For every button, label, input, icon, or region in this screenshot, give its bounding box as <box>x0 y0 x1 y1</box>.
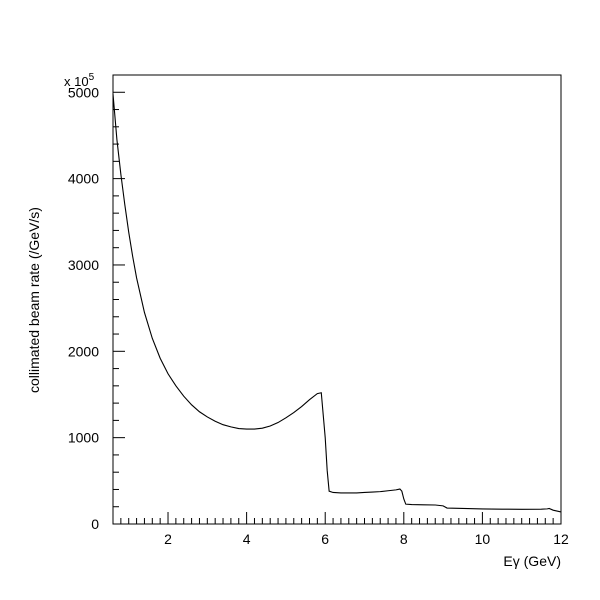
x-tick-label: 4 <box>243 531 251 547</box>
x-tick-label: 2 <box>164 531 172 547</box>
x-axis-ticks <box>112 512 562 524</box>
plot-frame <box>112 74 562 525</box>
x-tick-label: 10 <box>475 531 491 547</box>
series-line <box>112 93 562 513</box>
y-axis-ticks <box>113 74 125 525</box>
y-axis-multiplier: x 105 <box>64 72 95 89</box>
y-axis-multiplier-exponent: 5 <box>89 72 95 83</box>
x-axis-title: Eγ (GeV) <box>503 553 561 569</box>
y-axis-tick-labels: 0 1000 2000 3000 4000 5000 <box>68 84 99 532</box>
y-axis-title: collimated beam rate (/GeV/s) <box>26 207 42 393</box>
x-tick-label: 8 <box>400 531 408 547</box>
y-tick-label: 4000 <box>68 171 99 187</box>
y-tick-label: 2000 <box>68 343 99 359</box>
x-tick-label: 6 <box>321 531 329 547</box>
y-tick-label: 0 <box>91 516 99 532</box>
x-tick-label: 12 <box>553 531 569 547</box>
y-axis-multiplier-base: x 10 <box>64 74 89 89</box>
y-tick-label: 5000 <box>68 84 99 100</box>
y-tick-label: 3000 <box>68 257 99 273</box>
y-tick-label: 1000 <box>68 430 99 446</box>
x-axis-tick-labels: 2 4 6 8 10 12 <box>164 531 569 547</box>
